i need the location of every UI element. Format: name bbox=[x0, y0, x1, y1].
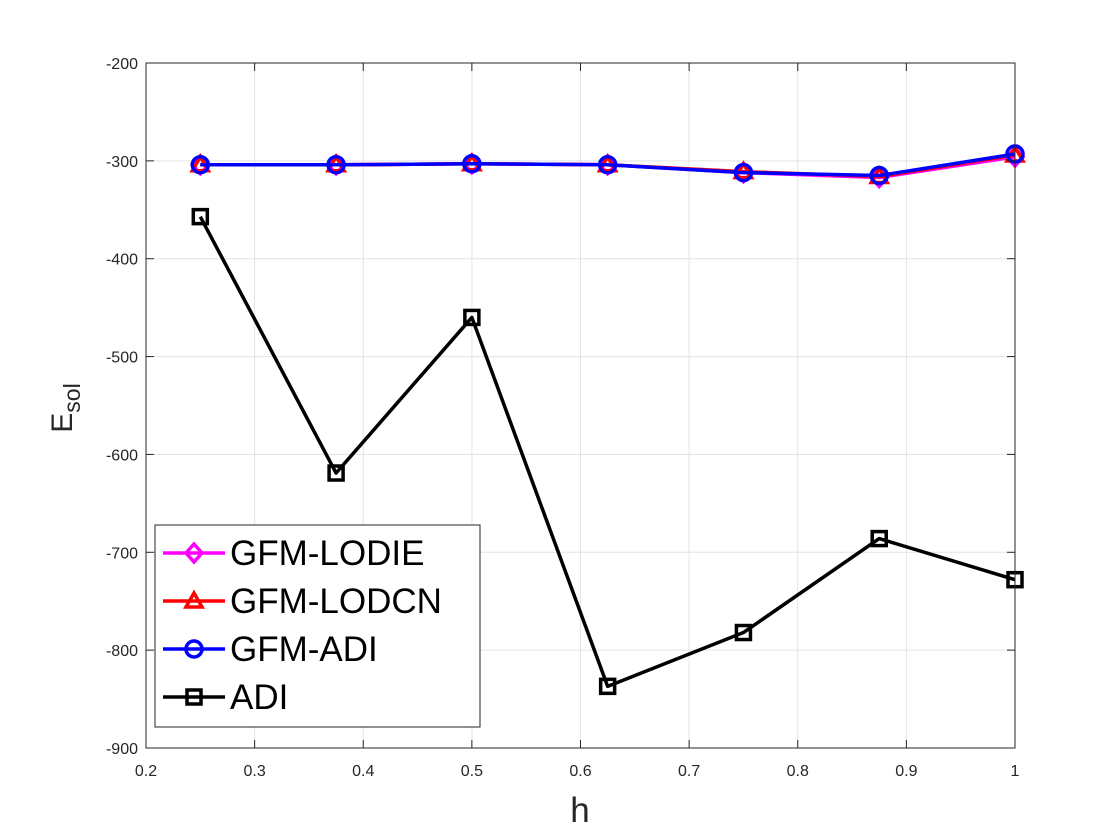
data-point-marker bbox=[190, 155, 211, 175]
x-tick-label: 0.6 bbox=[569, 763, 591, 780]
legend-marker bbox=[183, 541, 205, 565]
y-axis-label-main: E bbox=[46, 413, 79, 433]
x-tick-label: 0.9 bbox=[895, 763, 917, 780]
x-tick-label: 0.3 bbox=[244, 763, 266, 780]
legend-item: GFM-LODIE bbox=[163, 534, 424, 573]
x-tick-label: 0.7 bbox=[678, 763, 700, 780]
y-axis-label: Esol bbox=[46, 383, 85, 432]
data-point-marker bbox=[870, 529, 888, 548]
data-point-marker bbox=[326, 155, 346, 175]
data-point-marker bbox=[734, 623, 753, 642]
data-point-marker bbox=[191, 207, 210, 226]
series-line bbox=[198, 215, 1016, 689]
y-tick-label: -700 bbox=[106, 545, 138, 562]
x-tick-label: 1 bbox=[1011, 763, 1020, 780]
legend-box bbox=[154, 524, 481, 728]
legend-label: ADI bbox=[230, 678, 288, 717]
legend: GFM-LODIE GFM-LODCN GFM-ADI ADI bbox=[154, 524, 481, 728]
y-tick-label: -200 bbox=[106, 56, 138, 73]
x-tick-label: 0.4 bbox=[352, 763, 374, 780]
legend-item: ADI bbox=[163, 678, 288, 717]
data-point-marker bbox=[463, 308, 481, 327]
y-axis-label-subscript: sol bbox=[59, 383, 85, 412]
x-axis-label: h bbox=[570, 791, 589, 830]
data-point-marker bbox=[597, 155, 618, 175]
data-point-marker bbox=[869, 165, 889, 186]
legend-marker bbox=[184, 639, 204, 659]
x-tick-label: 0.5 bbox=[461, 763, 483, 780]
legend-item: GFM-LODCN bbox=[163, 582, 442, 621]
legend-marker bbox=[185, 688, 203, 706]
x-tick-label: 0.2 bbox=[135, 763, 157, 780]
y-tick-label: -600 bbox=[106, 447, 138, 464]
data-point-marker bbox=[598, 677, 617, 696]
svg-text:Esol: Esol bbox=[46, 383, 85, 432]
legend-item: GFM-ADI bbox=[163, 630, 378, 669]
y-tick-label: -300 bbox=[106, 154, 138, 171]
y-tick-label: -800 bbox=[106, 643, 138, 660]
series-layer bbox=[189, 143, 1027, 696]
series-line bbox=[200, 152, 1016, 178]
y-tick-label: -400 bbox=[106, 252, 138, 269]
data-point-marker bbox=[462, 154, 482, 174]
data-point-marker bbox=[327, 464, 345, 482]
legend-label: GFM-LODIE bbox=[230, 534, 424, 573]
y-tick-label: -500 bbox=[106, 350, 138, 367]
y-tick-label: -900 bbox=[106, 741, 138, 758]
axis-ticks: 0.2 0.3 0.4 0.5 0.6 0.7 0.8 0.9 1 -200 -300 -400 -50… bbox=[106, 56, 1020, 780]
legend-marker bbox=[182, 589, 206, 609]
legend-label: GFM-LODCN bbox=[230, 582, 442, 621]
data-point-marker bbox=[733, 162, 754, 183]
x-tick-label: 0.8 bbox=[787, 763, 809, 780]
legend-label: GFM-ADI bbox=[230, 630, 378, 669]
